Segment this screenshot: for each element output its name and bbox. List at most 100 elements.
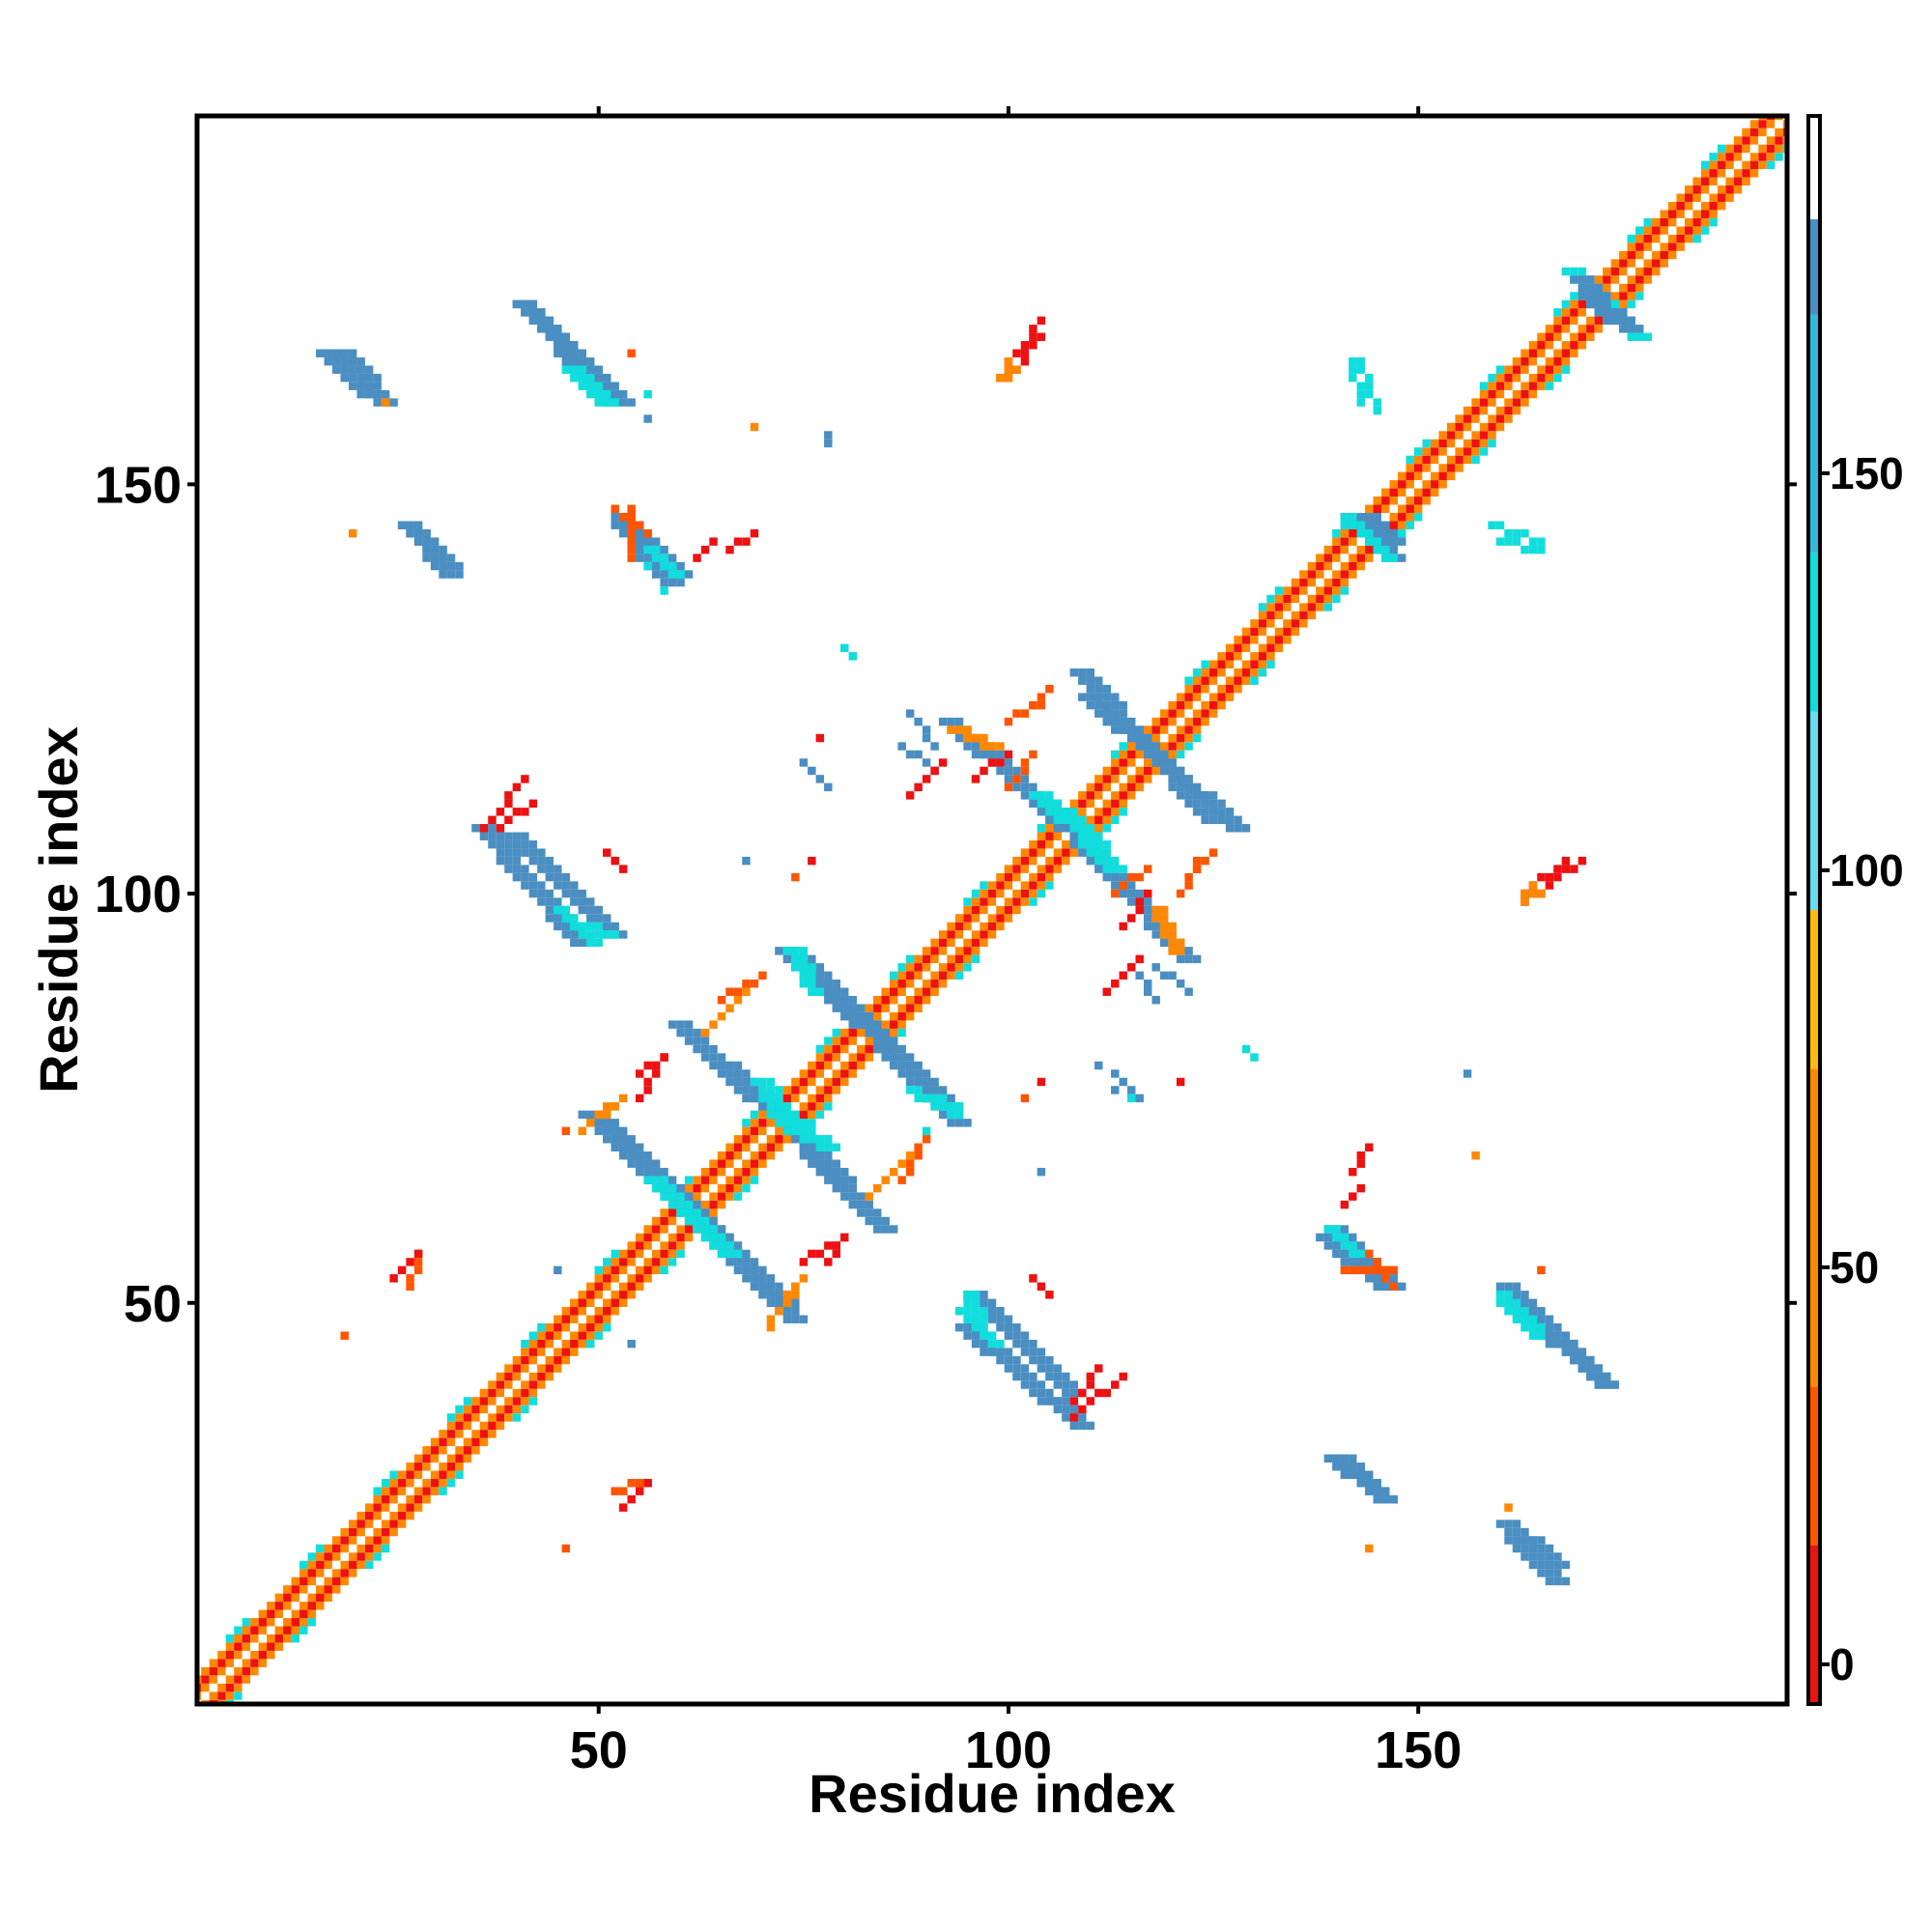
contact-cell bbox=[733, 1241, 743, 1250]
diagonal-cell bbox=[389, 1487, 398, 1495]
contact-cell bbox=[1528, 545, 1538, 554]
contact-cell bbox=[1020, 791, 1030, 800]
contact-cell bbox=[1365, 528, 1374, 538]
contact-cell bbox=[611, 922, 619, 931]
contact-cell bbox=[922, 1086, 931, 1094]
contact-cell bbox=[1365, 1487, 1374, 1495]
diagonal-cell bbox=[987, 922, 997, 931]
diagonal-cell bbox=[1266, 627, 1275, 637]
contact-cell bbox=[824, 1167, 833, 1177]
contact-cell bbox=[1004, 1322, 1013, 1332]
contact-cell bbox=[799, 954, 809, 964]
diagonal-cell bbox=[242, 1666, 251, 1676]
diagonal-cell bbox=[274, 1626, 284, 1634]
diagonal-cell bbox=[373, 1536, 382, 1545]
contact-cell bbox=[914, 1086, 923, 1094]
contact-cell bbox=[1037, 1364, 1046, 1373]
diagonal-cell bbox=[1029, 897, 1037, 906]
contact-cell bbox=[1201, 856, 1209, 866]
contact-cell bbox=[1176, 791, 1185, 800]
diagonal-cell bbox=[1652, 217, 1661, 227]
diagonal-cell bbox=[1413, 464, 1423, 472]
diagonal-cell bbox=[1349, 537, 1357, 546]
diagonal-cell bbox=[422, 1494, 431, 1504]
contact-point bbox=[1504, 1503, 1513, 1512]
diagonal-cell bbox=[1340, 528, 1350, 538]
diagonal-cell bbox=[668, 1249, 677, 1259]
diagonal-cell bbox=[1398, 488, 1406, 497]
diagonal-cell bbox=[1037, 889, 1046, 898]
diagonal-cell bbox=[332, 1585, 341, 1594]
diagonal-cell bbox=[1652, 234, 1661, 243]
diagonal-cell bbox=[1274, 619, 1284, 628]
diagonal-cell bbox=[1078, 791, 1087, 800]
contact-cell bbox=[1119, 700, 1127, 710]
contact-cell bbox=[1610, 316, 1620, 326]
contact-cell bbox=[1069, 824, 1079, 833]
diagonal-cell bbox=[1545, 382, 1554, 390]
contact-cell bbox=[340, 357, 349, 366]
diagonal-cell bbox=[1291, 594, 1300, 604]
diagonal-cell bbox=[1208, 700, 1218, 710]
contact-cell bbox=[1168, 775, 1177, 783]
contact-cell bbox=[1561, 1331, 1571, 1340]
diagonal-cell bbox=[1159, 709, 1169, 718]
diagonal-cell bbox=[250, 1642, 259, 1651]
contact-cell bbox=[1176, 889, 1185, 898]
diagonal-cell bbox=[808, 1110, 816, 1120]
diagonal-cell bbox=[627, 1282, 636, 1292]
contact-cell bbox=[594, 389, 603, 399]
contact-cell bbox=[775, 1119, 783, 1127]
diagonal-cell bbox=[324, 1577, 332, 1586]
diagonal-cell bbox=[651, 1249, 661, 1259]
diagonal-cell bbox=[1283, 611, 1292, 620]
contact-cell bbox=[1184, 799, 1193, 809]
contact-cell bbox=[1340, 1265, 1350, 1275]
diagonal-cell bbox=[1406, 480, 1414, 489]
contact-cell bbox=[1020, 766, 1030, 776]
contact-cell bbox=[1349, 1258, 1357, 1266]
contact-cell bbox=[700, 1044, 710, 1054]
diagonal-cell bbox=[668, 1241, 677, 1250]
contact-cell bbox=[504, 799, 513, 809]
diagonal-cell bbox=[1561, 308, 1571, 317]
diagonal-cell bbox=[782, 1135, 792, 1144]
diagonal-cell bbox=[1488, 389, 1496, 399]
contact-cell bbox=[1086, 693, 1095, 701]
diagonal-cell bbox=[857, 1044, 866, 1054]
contact-cell bbox=[815, 1167, 825, 1177]
diagonal-cell bbox=[1135, 775, 1144, 783]
diagonal-cell bbox=[1413, 513, 1423, 522]
diagonal-cell bbox=[963, 922, 972, 931]
contact-cell bbox=[635, 545, 644, 554]
diagonal-cell bbox=[832, 1061, 841, 1070]
diagonal-cell bbox=[242, 1659, 251, 1667]
diagonal-cell bbox=[1488, 398, 1496, 407]
contact-cell bbox=[996, 742, 1005, 751]
diagonal-cell bbox=[889, 971, 898, 980]
diagonal-cell bbox=[1652, 226, 1661, 235]
diagonal-cell bbox=[996, 897, 1005, 906]
contact-cell bbox=[914, 1143, 923, 1151]
diagonal-cell bbox=[1192, 684, 1202, 694]
contact-cell bbox=[545, 889, 554, 898]
contact-cell bbox=[611, 1143, 619, 1151]
diagonal-cell bbox=[316, 1593, 325, 1603]
diagonal-cell bbox=[1250, 619, 1259, 628]
contact-cell bbox=[1398, 554, 1406, 562]
contact-cell bbox=[987, 1331, 997, 1340]
diagonal-cell bbox=[578, 1298, 586, 1307]
contact-cell bbox=[980, 1315, 988, 1323]
diagonal-cell bbox=[422, 1478, 431, 1488]
diagonal-cell bbox=[1627, 259, 1636, 268]
contact-cell bbox=[1069, 1421, 1079, 1431]
contact-cell bbox=[1053, 1405, 1063, 1414]
diagonal-cell bbox=[733, 1176, 743, 1184]
contact-cell bbox=[914, 1069, 923, 1078]
contact-cell bbox=[1594, 299, 1604, 309]
contact-cell bbox=[1078, 693, 1087, 701]
contact-cell bbox=[1610, 299, 1620, 309]
contact-cell bbox=[1119, 1077, 1127, 1087]
contact-cell bbox=[1389, 545, 1398, 554]
diagonal-cell bbox=[528, 1380, 538, 1389]
